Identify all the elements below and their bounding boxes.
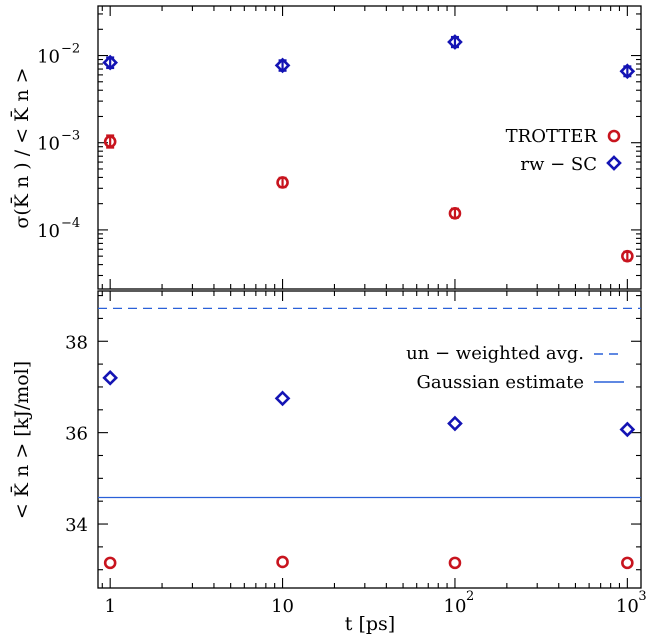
legend-label-rwsc: rw − SC xyxy=(520,154,597,175)
y-tick-label: 36 xyxy=(65,424,88,445)
point-rwsc xyxy=(619,421,636,438)
point-rwsc xyxy=(274,390,291,407)
x-tick-label: 10 xyxy=(616,596,639,617)
point-trotter xyxy=(621,556,634,570)
top-legend: TROTTER rw − SC xyxy=(506,126,622,175)
top-panel: 10−410−310−2 σ(K̄ n ) / < K̄ n > TROTTER… xyxy=(10,5,642,290)
bottom-panel-frame xyxy=(97,290,642,589)
top-y-tick-labels: 10−410−310−2 xyxy=(37,42,80,242)
point-rwsc xyxy=(447,34,463,50)
bottom-data-marks xyxy=(102,369,636,570)
point-trotter xyxy=(621,249,634,263)
legend-marker-trotter xyxy=(607,129,621,143)
x-tick-label: 1 xyxy=(104,596,115,617)
bottom-axis-ticks xyxy=(98,291,641,588)
point-trotter xyxy=(103,135,117,148)
point-trotter xyxy=(103,556,117,570)
y-tick-exponent: −3 xyxy=(61,129,80,144)
y-tick-exponent: −4 xyxy=(61,216,80,231)
point-rwsc xyxy=(619,63,636,80)
bottom-legend: un − weighted avg. Gaussian estimate xyxy=(406,343,624,393)
y-tick-label: 34 xyxy=(65,515,88,536)
legend-label-unweighted: un − weighted avg. xyxy=(406,343,584,364)
x-axis-label: t [ps] xyxy=(345,613,395,635)
point-rwsc xyxy=(102,369,119,386)
x-tick-label: 10 xyxy=(271,596,294,617)
top-data-marks xyxy=(102,34,636,263)
x-tick-label: 10 xyxy=(444,596,467,617)
legend-marker-rwsc xyxy=(606,155,622,171)
bottom-y-axis-label: < K̄ n > [kJ/mol] xyxy=(10,361,33,519)
legend-label-gaussian: Gaussian estimate xyxy=(416,372,584,393)
y-tick-label: 10 xyxy=(37,221,60,242)
point-trotter xyxy=(276,176,289,189)
top-y-axis-label: σ(K̄ n ) / < K̄ n > xyxy=(10,67,33,228)
y-tick-label: 10 xyxy=(37,134,60,155)
point-trotter xyxy=(448,207,462,220)
legend-label-trotter: TROTTER xyxy=(506,126,598,147)
reference-lines xyxy=(98,307,641,499)
top-axis-ticks xyxy=(98,6,641,289)
top-panel-frame xyxy=(97,5,642,290)
point-rwsc xyxy=(102,54,119,71)
y-tick-label: 38 xyxy=(65,332,88,353)
point-trotter xyxy=(276,555,289,569)
y-tick-exponent: −2 xyxy=(61,42,80,57)
point-rwsc xyxy=(447,415,463,432)
point-trotter xyxy=(448,556,462,570)
point-rwsc xyxy=(274,57,291,74)
x-tick-labels: 1 10 10 2 10 3 xyxy=(104,589,646,617)
bottom-y-tick-labels: 34 36 38 xyxy=(65,332,88,536)
x-tick-exponent: 2 xyxy=(466,589,474,604)
x-tick-exponent: 3 xyxy=(638,589,646,604)
y-tick-label: 10 xyxy=(37,47,60,68)
